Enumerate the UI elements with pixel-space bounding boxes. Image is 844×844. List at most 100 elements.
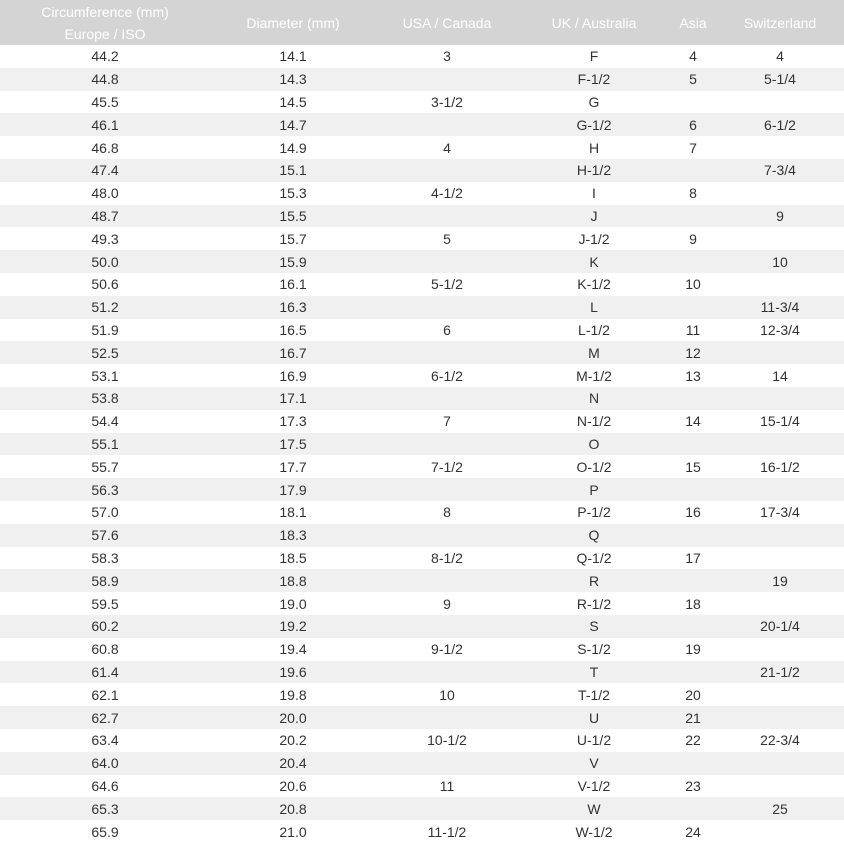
table-cell: 57.6 (91, 527, 119, 544)
table-cell: 6-1/2 (431, 367, 463, 384)
table-row: 61.4 19.6 T 21-1/2 (0, 660, 844, 684)
table-cell: G-1/2 (576, 116, 612, 133)
table-row: 45.5 14.5 3-1/2 G (0, 91, 844, 114)
table-cell: L-1/2 (578, 321, 610, 338)
table-cell (376, 250, 518, 273)
table-cell: N-1/2 (576, 413, 612, 430)
table-cell: 16 (685, 504, 701, 521)
table-cell: 14.9 (279, 139, 307, 156)
table-cell: 63.4 (91, 732, 119, 749)
table-cell: 17.5 (279, 435, 307, 452)
table-row: 50.0 15.9 K 10 (0, 250, 844, 273)
table-row: 49.3 15.7 5 J-1/2 9 (0, 227, 844, 250)
table-cell: 10-1/2 (427, 732, 467, 749)
table-cell: 58.3 (91, 549, 119, 566)
table-row: 46.8 14.9 4 H 7 (0, 136, 844, 159)
table-cell (670, 296, 716, 319)
table-cell (716, 524, 844, 547)
table-row: 44.2 14.1 3 F 4 4 (0, 45, 844, 68)
table-cell: 8 (443, 504, 451, 521)
header-text: Switzerland (743, 14, 817, 31)
table-cell: R (588, 572, 600, 589)
table-cell: 56.3 (91, 481, 119, 498)
table-cell: 12-3/4 (760, 321, 800, 338)
table-cell: 7-1/2 (431, 458, 463, 475)
table-row: 46.1 14.7 G-1/2 6 6-1/2 (0, 113, 844, 137)
table-row: 56.3 17.9 P (0, 478, 844, 501)
table-cell: 17 (685, 549, 701, 566)
table-cell: V (589, 755, 599, 772)
table-cell: 48.0 (91, 185, 119, 202)
header-cell: USA / Canada (376, 0, 518, 45)
table-cell: 58.9 (91, 572, 119, 589)
table-cell: 18.1 (279, 504, 307, 521)
table-cell: 17.3 (279, 413, 307, 430)
table-cell (670, 159, 716, 182)
table-cell (376, 433, 518, 456)
table-cell: 15 (685, 458, 701, 475)
table-cell: 12 (685, 344, 701, 361)
table-cell: U (588, 709, 600, 726)
table-row: 51.9 16.5 6 L-1/2 11 12-3/4 (0, 319, 844, 342)
table-cell: U-1/2 (576, 732, 612, 749)
table-cell: I (592, 185, 596, 202)
table-cell (716, 775, 844, 798)
table-cell: 19.0 (279, 595, 307, 612)
table-cell: N (588, 390, 600, 407)
table-cell: 16.1 (279, 276, 307, 293)
table-cell (716, 706, 844, 729)
table-cell: 20.6 (279, 777, 307, 794)
table-cell: Q (588, 527, 600, 544)
table-cell (716, 433, 844, 456)
table-cell: 17-3/4 (760, 504, 800, 521)
table-row: 65.9 21.0 11-1/2 W-1/2 24 (0, 820, 844, 843)
table-cell: T (589, 663, 599, 680)
table-cell: P (589, 481, 599, 498)
table-cell: 3 (443, 48, 451, 65)
header-row: Circumference (mm) Europe / ISO Diameter (… (0, 0, 844, 45)
table-row: 64.0 20.4 V (0, 751, 844, 775)
table-cell: 15-1/4 (760, 413, 800, 430)
table-cell: 46.8 (91, 139, 119, 156)
table-cell (376, 159, 518, 182)
table-cell (376, 524, 518, 547)
table-cell: 25 (772, 800, 788, 817)
table-cell: 7 (689, 139, 697, 156)
table-cell: 6-1/2 (764, 116, 796, 133)
table-cell: 5-1/2 (431, 276, 463, 293)
table-cell: 21-1/2 (760, 663, 800, 680)
table-row: 48.7 15.5 J 9 (0, 204, 844, 228)
table-cell: 4-1/2 (431, 185, 463, 202)
header-text: Diameter (mm) (246, 14, 340, 31)
table-cell: 51.9 (91, 321, 119, 338)
table-cell: 13 (685, 367, 701, 384)
table-row: 48.0 15.3 4-1/2 I 8 (0, 182, 844, 205)
table-cell: W (587, 800, 601, 817)
table-cell: J-1/2 (578, 230, 610, 247)
table-cell: 20.2 (279, 732, 307, 749)
table-cell: 55.7 (91, 458, 119, 475)
table-row: 55.1 17.5 O (0, 432, 844, 456)
table-cell: 53.8 (91, 390, 119, 407)
table-cell: 18.8 (279, 572, 307, 589)
header-cell: Circumference (mm) Europe / ISO (0, 0, 210, 45)
table-row: 53.8 17.1 N (0, 387, 844, 410)
table-cell: 14.5 (279, 93, 307, 110)
table-cell: 4 (776, 48, 784, 65)
table-cell: 20.4 (279, 755, 307, 772)
table-row: 64.6 20.6 11 V-1/2 23 (0, 775, 844, 798)
table-cell: 14 (772, 367, 788, 384)
table-cell: 20.8 (279, 800, 307, 817)
table-cell: 16.3 (279, 299, 307, 316)
table-cell: M-1/2 (576, 367, 612, 384)
table-cell: O-1/2 (576, 458, 612, 475)
table-cell (376, 752, 518, 775)
table-cell (670, 797, 716, 820)
table-cell: 57.0 (91, 504, 119, 521)
table-cell: S (589, 618, 599, 635)
table-row: 62.1 19.8 10 T-1/2 20 (0, 683, 844, 706)
table-cell: 53.1 (91, 367, 119, 384)
table-cell: 60.8 (91, 641, 119, 658)
table-cell: 19.4 (279, 641, 307, 658)
table-cell: 59.5 (91, 595, 119, 612)
